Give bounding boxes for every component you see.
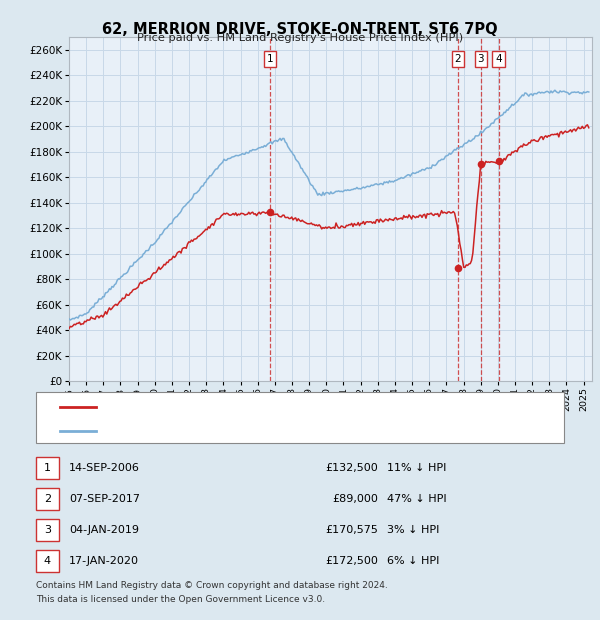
Text: £170,575: £170,575: [325, 525, 378, 535]
Text: 47% ↓ HPI: 47% ↓ HPI: [387, 494, 446, 504]
Text: 2: 2: [455, 54, 461, 64]
Text: 3% ↓ HPI: 3% ↓ HPI: [387, 525, 439, 535]
Text: 17-JAN-2020: 17-JAN-2020: [69, 556, 139, 566]
Text: This data is licensed under the Open Government Licence v3.0.: This data is licensed under the Open Gov…: [36, 595, 325, 604]
Text: 04-JAN-2019: 04-JAN-2019: [69, 525, 139, 535]
Text: 4: 4: [495, 54, 502, 64]
Text: Price paid vs. HM Land Registry's House Price Index (HPI): Price paid vs. HM Land Registry's House …: [137, 33, 463, 43]
Text: 62, MERRION DRIVE, STOKE-ON-TRENT, ST6 7PQ: 62, MERRION DRIVE, STOKE-ON-TRENT, ST6 7…: [102, 22, 498, 37]
Text: 07-SEP-2017: 07-SEP-2017: [69, 494, 140, 504]
Text: 11% ↓ HPI: 11% ↓ HPI: [387, 463, 446, 473]
Text: £132,500: £132,500: [325, 463, 378, 473]
Text: £89,000: £89,000: [332, 494, 378, 504]
Text: £172,500: £172,500: [325, 556, 378, 566]
Text: HPI: Average price, detached house, Stoke-on-Trent: HPI: Average price, detached house, Stok…: [105, 425, 361, 436]
Text: 62, MERRION DRIVE, STOKE-ON-TRENT, ST6 7PQ (detached house): 62, MERRION DRIVE, STOKE-ON-TRENT, ST6 7…: [105, 402, 437, 412]
Text: 2: 2: [44, 494, 51, 504]
Text: 6% ↓ HPI: 6% ↓ HPI: [387, 556, 439, 566]
Text: 3: 3: [44, 525, 51, 535]
Text: 14-SEP-2006: 14-SEP-2006: [69, 463, 140, 473]
Text: 1: 1: [44, 463, 51, 473]
Text: Contains HM Land Registry data © Crown copyright and database right 2024.: Contains HM Land Registry data © Crown c…: [36, 581, 388, 590]
Text: 3: 3: [478, 54, 484, 64]
Text: 4: 4: [44, 556, 51, 566]
Text: 1: 1: [266, 54, 273, 64]
